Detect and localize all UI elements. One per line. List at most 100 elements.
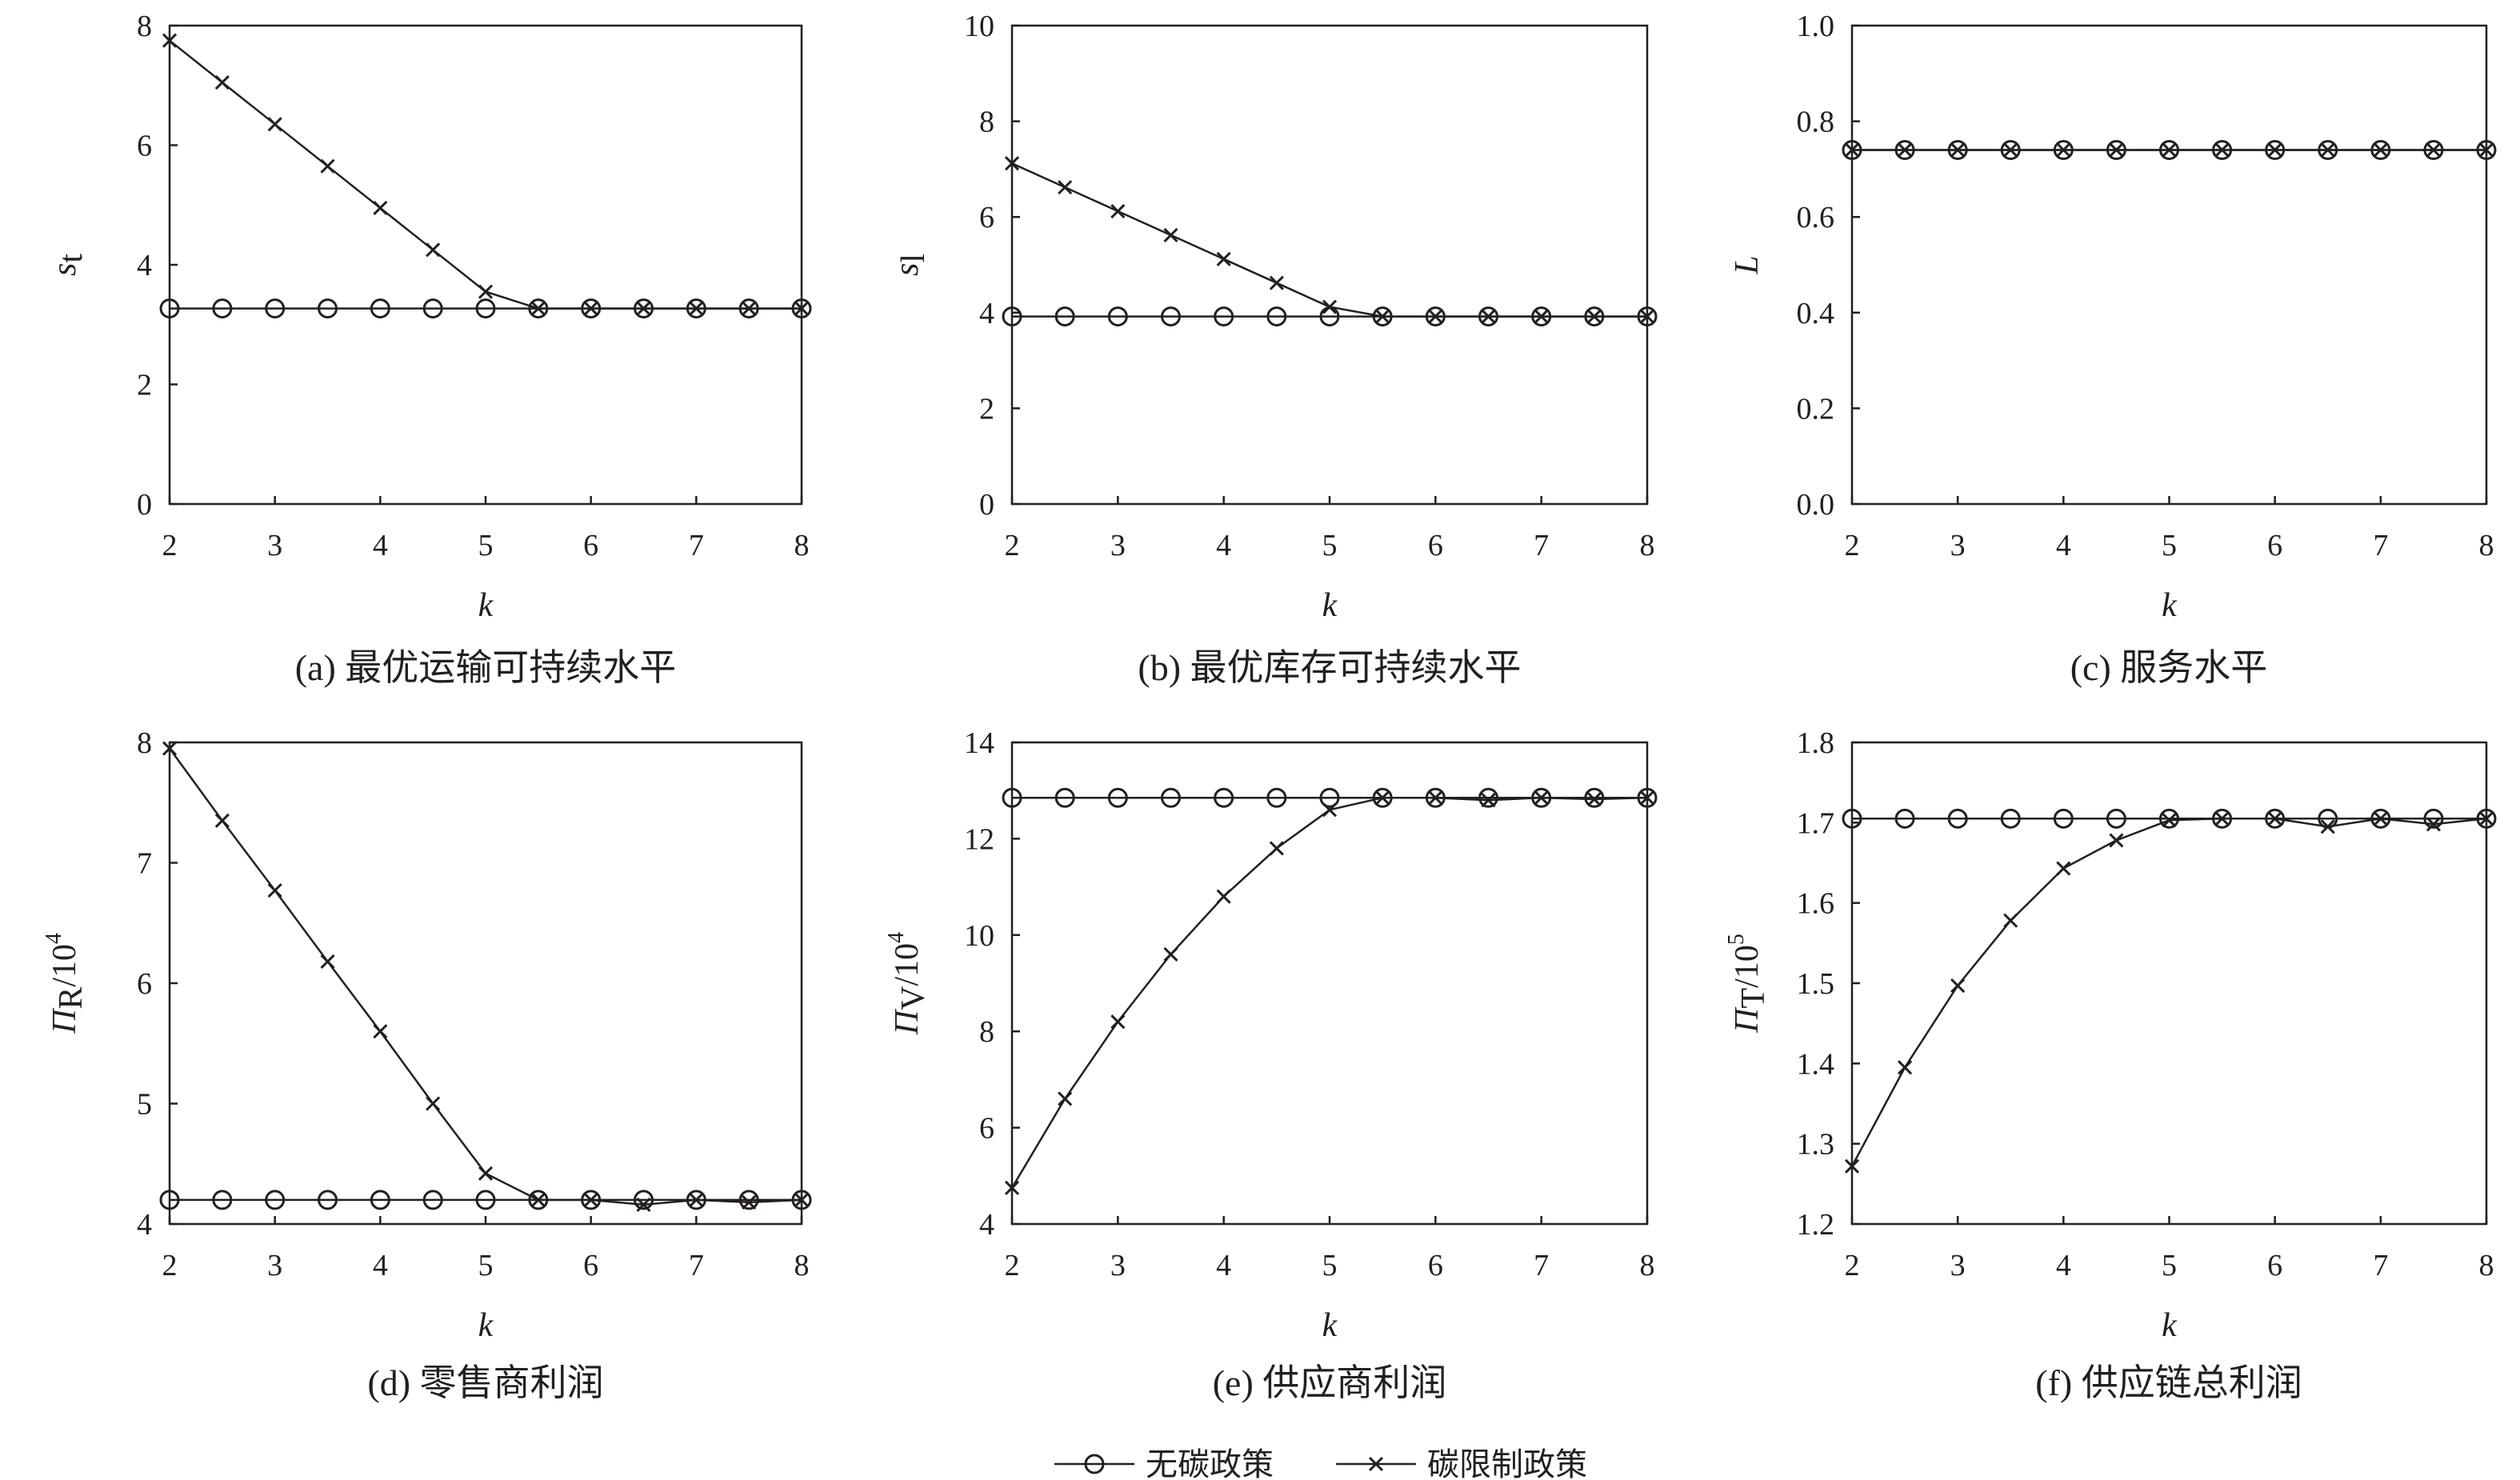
y-tick-label: 0 bbox=[979, 488, 994, 522]
legend: 无碳政策 碳限制政策 bbox=[1054, 1446, 1587, 1480]
series-1-point bbox=[1214, 306, 1234, 327]
series-1-point bbox=[1266, 787, 1287, 808]
panel-caption: (a) 最优运输可持续水平 bbox=[295, 647, 677, 688]
series-1-point bbox=[528, 1190, 549, 1210]
series-2-point bbox=[1898, 142, 1913, 158]
series-1-point bbox=[2159, 808, 2179, 829]
series-2-point bbox=[267, 883, 282, 898]
y-tick-label: 6 bbox=[979, 201, 994, 234]
series-2-point bbox=[1950, 978, 1966, 994]
y-tick-label: 1.3 bbox=[1797, 1128, 1835, 1162]
series-1-point bbox=[422, 1190, 443, 1210]
series-1-point bbox=[265, 1190, 286, 1210]
y-tick-label: 1.8 bbox=[1797, 726, 1835, 760]
y-tick-label: 1.5 bbox=[1797, 967, 1835, 1001]
y-tick-label: 0 bbox=[137, 488, 152, 522]
series-1-point bbox=[1161, 306, 1181, 327]
series-1-point bbox=[791, 298, 812, 319]
series-1-point bbox=[2370, 139, 2391, 160]
series-1-point bbox=[686, 1190, 706, 1210]
series-2-point bbox=[1428, 309, 1443, 324]
series-2-point bbox=[1163, 946, 1178, 962]
y-axis-label: L bbox=[1729, 255, 1766, 274]
series-2-point bbox=[214, 74, 230, 90]
chart-panel-6: 2 3 4 5 6 7 8 1.2 1.3 1.4 1.5 1.6 1.7 1.8 k ΠT/105 (f) 供… bbox=[1724, 726, 2497, 1403]
x-tick-label: 6 bbox=[583, 529, 598, 562]
series-1-point bbox=[581, 298, 602, 319]
y-tick-label: 6 bbox=[137, 130, 152, 163]
series-2-point bbox=[1216, 889, 1231, 904]
series-1-point bbox=[2159, 139, 2179, 160]
series-2-point bbox=[1216, 251, 1231, 266]
series-2-point bbox=[320, 158, 335, 174]
series-1-point bbox=[1054, 787, 1075, 808]
series-2-point bbox=[1586, 791, 1602, 807]
series-2-point bbox=[2373, 142, 2388, 158]
y-tick-label: 0.2 bbox=[1797, 392, 1835, 426]
series-1-point bbox=[2106, 139, 2126, 160]
series-2-point bbox=[1004, 1180, 1020, 1195]
x-tick-label: 4 bbox=[2056, 529, 2071, 562]
series-2-point bbox=[1950, 142, 1966, 158]
series-1-point bbox=[159, 298, 180, 319]
x-tick-label: 3 bbox=[267, 529, 282, 562]
x-tick-label: 4 bbox=[373, 1249, 388, 1282]
series-2-point bbox=[2426, 142, 2441, 158]
x-tick-label: 4 bbox=[373, 529, 388, 562]
series-1-point bbox=[318, 1190, 338, 1210]
series-1-point bbox=[2106, 808, 2126, 829]
series-1-point bbox=[2000, 808, 2021, 829]
series-1-point bbox=[1478, 787, 1498, 808]
series-1-point bbox=[2423, 808, 2444, 829]
series-1-point bbox=[528, 298, 549, 319]
x-tick-label: 8 bbox=[794, 1249, 810, 1282]
x-tick-label: 7 bbox=[2373, 1249, 2388, 1282]
series-1-point bbox=[1425, 306, 1446, 327]
series-2-point bbox=[794, 1192, 810, 1207]
x-tick-label: 7 bbox=[2373, 529, 2388, 562]
x-tick-label: 3 bbox=[1110, 529, 1126, 562]
series-1-point bbox=[212, 298, 233, 319]
plot-frame bbox=[1010, 741, 1649, 1226]
series-1-point bbox=[634, 298, 654, 319]
series-2-point bbox=[1004, 156, 1020, 171]
series-1-point bbox=[2265, 139, 2286, 160]
y-tick-label: 0.4 bbox=[1797, 297, 1835, 330]
series-1-point bbox=[738, 298, 759, 319]
series-2-point bbox=[320, 954, 335, 969]
series-2-point bbox=[1898, 1060, 1913, 1075]
series-2-point bbox=[2320, 142, 2335, 158]
y-tick-label: 1.2 bbox=[1797, 1208, 1835, 1242]
series-1-point bbox=[1002, 787, 1022, 808]
x-tick-label: 4 bbox=[2056, 1249, 2071, 1282]
series-2-point bbox=[1534, 309, 1549, 324]
x-tick-label: 3 bbox=[267, 1249, 282, 1282]
series-1-point bbox=[2370, 808, 2391, 829]
series-1-point bbox=[1214, 787, 1234, 808]
y-tick-label: 4 bbox=[979, 1208, 994, 1242]
series-1-point bbox=[1054, 306, 1075, 327]
x-tick-label: 4 bbox=[1216, 529, 1231, 562]
x-axis-label: k bbox=[1322, 587, 1338, 624]
chart-panel-4: 2 3 4 5 6 7 8 4 5 6 7 8 k ΠR/104 (d) 零售商利润 bbox=[42, 726, 812, 1403]
x-tick-label: 3 bbox=[1950, 1249, 1966, 1282]
y-axis-label: sl bbox=[889, 254, 932, 276]
series-2-point bbox=[2267, 811, 2282, 826]
series-line-2 bbox=[1010, 796, 1648, 1189]
x-tick-label: 6 bbox=[1428, 1249, 1443, 1282]
series-2-point bbox=[742, 301, 757, 316]
x-tick-label: 5 bbox=[1322, 1249, 1338, 1282]
series-2-point bbox=[583, 301, 598, 316]
x-tick-label: 2 bbox=[1005, 529, 1020, 562]
y-tick-label: 1.4 bbox=[1797, 1047, 1835, 1081]
series-2-point bbox=[1844, 1158, 1860, 1174]
series-2-point bbox=[426, 1096, 441, 1111]
series-1-point bbox=[370, 298, 390, 319]
series-2-point bbox=[1110, 1014, 1126, 1030]
series-1-point bbox=[1107, 306, 1128, 327]
series-1-point bbox=[1637, 787, 1658, 808]
series-2-point bbox=[1322, 299, 1338, 314]
series-2-point bbox=[1058, 180, 1073, 195]
series-1-point bbox=[738, 1190, 759, 1210]
